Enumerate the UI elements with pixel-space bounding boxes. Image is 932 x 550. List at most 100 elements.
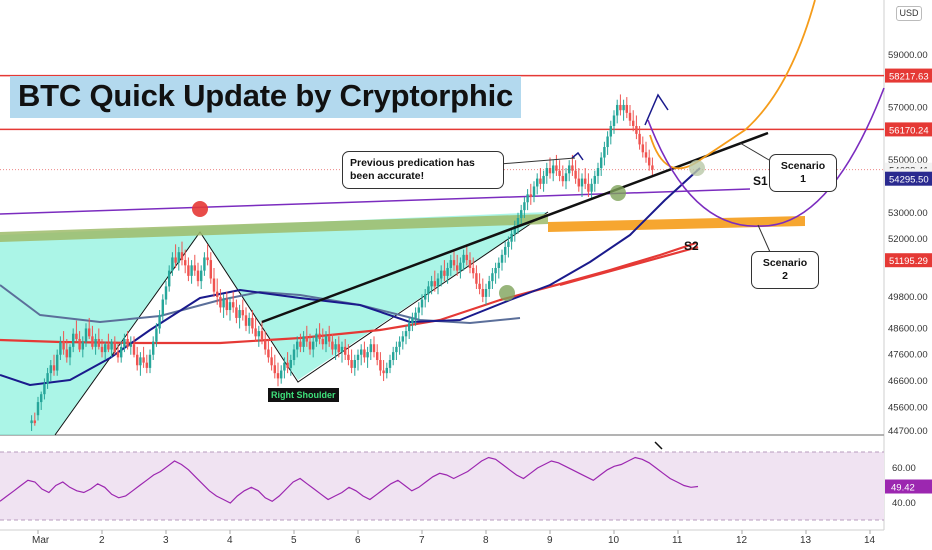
candle-body-179 bbox=[603, 147, 606, 158]
s2-line bbox=[559, 245, 699, 287]
candle-body-146 bbox=[497, 262, 501, 268]
candle-body-12 bbox=[68, 346, 72, 358]
candle-body-27 bbox=[116, 352, 120, 358]
candle-body-101 bbox=[353, 360, 357, 368]
candle-body-17 bbox=[84, 328, 88, 342]
currency-badge[interactable]: USD bbox=[896, 6, 922, 21]
time-tick-6: 7 bbox=[419, 535, 425, 546]
candle-body-162 bbox=[548, 168, 552, 174]
candle-body-171 bbox=[577, 178, 581, 187]
price-tick-2: 55000.00 bbox=[888, 155, 928, 166]
candle-body-52 bbox=[196, 270, 200, 282]
candle-body-38 bbox=[151, 341, 155, 355]
candle-body-123 bbox=[423, 294, 427, 300]
green-marker-1 bbox=[610, 185, 626, 201]
candle-body-138 bbox=[471, 267, 475, 274]
candle-body-78 bbox=[279, 370, 283, 379]
candle-body-110 bbox=[382, 370, 385, 374]
time-tick-11: 12 bbox=[736, 535, 748, 546]
candle-body-48 bbox=[183, 260, 187, 266]
candle-body-98 bbox=[343, 346, 347, 355]
s1-label: S1 bbox=[753, 174, 768, 188]
time-tick-5: 6 bbox=[355, 535, 361, 546]
candle-body-151 bbox=[513, 225, 517, 234]
candle-body-115 bbox=[398, 341, 401, 347]
candle-body-185 bbox=[622, 104, 625, 111]
candle-body-187 bbox=[628, 112, 632, 121]
ascending-trendline bbox=[261, 131, 769, 324]
candle-body-44 bbox=[171, 257, 174, 271]
candle-body-180 bbox=[606, 136, 609, 148]
candle-body-176 bbox=[593, 175, 597, 184]
candle-body-137 bbox=[468, 260, 472, 268]
candle-body-10 bbox=[62, 341, 65, 350]
scenario1-callout: Scenario 1 bbox=[769, 154, 837, 192]
candle-body-131 bbox=[449, 260, 453, 268]
head-marker-red bbox=[192, 201, 208, 217]
candle-body-139 bbox=[475, 273, 478, 284]
price-pill-0: 58217.63 bbox=[889, 72, 929, 83]
price-tick-7: 47600.00 bbox=[888, 350, 928, 361]
candle-body-3 bbox=[39, 394, 43, 403]
candle-body-173 bbox=[583, 178, 587, 184]
candle-body-47 bbox=[180, 252, 184, 261]
candle-body-6 bbox=[49, 365, 53, 374]
candle-body-94 bbox=[331, 341, 334, 350]
candle-body-42 bbox=[164, 286, 168, 300]
candle-body-70 bbox=[254, 328, 257, 337]
candle-body-93 bbox=[327, 336, 331, 342]
candle-body-165 bbox=[558, 170, 561, 176]
candle-body-36 bbox=[145, 362, 149, 368]
price-tick-6: 48600.00 bbox=[888, 323, 928, 334]
candle-body-99 bbox=[347, 354, 350, 361]
candle-body-83 bbox=[295, 341, 299, 350]
rsi-tick-1: 40.00 bbox=[892, 498, 916, 509]
scenario2-callout: Scenario 2 bbox=[751, 251, 819, 289]
candles-group bbox=[30, 94, 654, 431]
candle-body-0 bbox=[30, 420, 33, 424]
time-tick-13: 14 bbox=[864, 535, 876, 546]
candle-body-141 bbox=[481, 289, 485, 297]
rsi-divergence-mark bbox=[654, 441, 663, 450]
candle-body-50 bbox=[190, 265, 193, 276]
candle-body-30 bbox=[126, 338, 129, 347]
candle-body-172 bbox=[580, 178, 584, 187]
neckline-band bbox=[0, 214, 548, 242]
candle-body-125 bbox=[430, 281, 433, 287]
time-tick-9: 10 bbox=[608, 535, 620, 546]
price-pill-bg-0 bbox=[885, 68, 932, 83]
candle-body-163 bbox=[551, 165, 555, 174]
candle-body-77 bbox=[276, 373, 280, 379]
candle-body-147 bbox=[500, 254, 504, 263]
candle-body-103 bbox=[359, 349, 363, 355]
scenario2-connector bbox=[757, 224, 771, 253]
candle-body-59 bbox=[219, 296, 222, 308]
candle-body-129 bbox=[443, 270, 446, 276]
candle-body-72 bbox=[260, 331, 264, 339]
candle-body-166 bbox=[561, 175, 565, 182]
price-tick-8: 46600.00 bbox=[888, 376, 928, 387]
candle-body-49 bbox=[187, 265, 190, 276]
candle-body-181 bbox=[609, 125, 613, 137]
candle-body-184 bbox=[619, 104, 622, 111]
peak-marker bbox=[644, 93, 669, 126]
candle-body-87 bbox=[308, 341, 312, 350]
prediction-callout: Previous predication has been accurate! bbox=[342, 151, 504, 189]
candle-body-193 bbox=[647, 157, 651, 166]
candle-body-28 bbox=[119, 346, 123, 358]
candle-body-190 bbox=[638, 133, 641, 145]
scenario1-connector bbox=[739, 142, 770, 161]
price-tick-10: 44700.00 bbox=[888, 426, 928, 437]
candle-body-41 bbox=[161, 299, 165, 316]
candle-body-8 bbox=[55, 354, 59, 371]
price-tick-0: 59000.00 bbox=[888, 50, 928, 61]
candle-body-21 bbox=[97, 338, 101, 347]
candle-body-82 bbox=[292, 349, 296, 361]
candle-body-159 bbox=[539, 178, 542, 184]
candle-body-43 bbox=[167, 270, 171, 287]
candle-body-119 bbox=[411, 317, 414, 324]
candle-body-71 bbox=[257, 331, 261, 337]
candle-body-7 bbox=[52, 365, 56, 371]
candle-body-92 bbox=[324, 336, 328, 345]
